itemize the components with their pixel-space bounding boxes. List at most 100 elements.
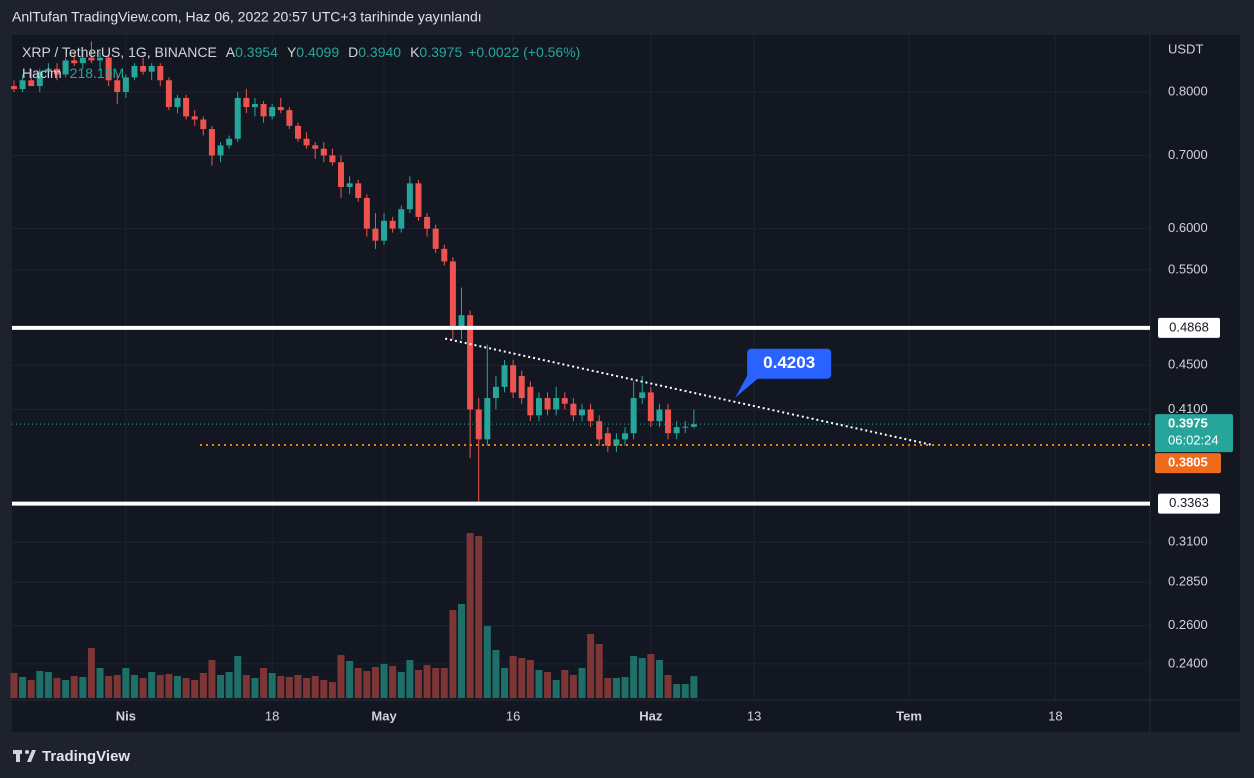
candle-body [312, 145, 319, 149]
volume-bar [173, 676, 181, 698]
candle-body [320, 148, 327, 156]
legend-item: XRP / TetherUS, 1G, BINANCE [22, 44, 217, 60]
volume-bar [234, 656, 242, 698]
candle-body [36, 71, 43, 87]
alert-price-label: 0.3805 [1168, 455, 1208, 470]
volume-bar [79, 677, 87, 698]
volume-bar [363, 671, 371, 698]
candle-body [389, 220, 396, 229]
candle-body [467, 315, 474, 410]
volume-bar [638, 658, 646, 698]
current-price-label: 0.3975 [1168, 416, 1208, 431]
candle-body [62, 60, 69, 75]
legend-item: 0.4099 [296, 44, 339, 60]
price-label-box [1158, 493, 1220, 514]
volume-bar [139, 678, 147, 698]
volume-bar [612, 678, 620, 698]
volume-bar [44, 672, 52, 698]
footer-brand: TradingView [42, 748, 130, 765]
candle-body [432, 228, 439, 249]
volume-bar [371, 667, 379, 698]
candle-body [183, 97, 190, 117]
volume-bar [492, 650, 500, 698]
x-tick-label: 18 [1048, 708, 1062, 723]
volume-bar [578, 668, 586, 698]
candle-body [88, 57, 95, 61]
y-tick-label: 0.4100 [1168, 401, 1208, 416]
volume-bar [475, 536, 483, 698]
volume-bar [466, 533, 474, 698]
y-tick-label: 0.2850 [1168, 574, 1208, 589]
candle-body [277, 107, 284, 111]
candle-body [97, 57, 104, 61]
candle-body [630, 398, 637, 434]
volume-bar [225, 672, 233, 698]
candle-body [604, 433, 611, 446]
volume-bar [199, 673, 207, 698]
volume-bar [518, 658, 526, 698]
volume-bar [595, 644, 603, 698]
candle-body [260, 104, 267, 117]
candle-body [234, 97, 241, 139]
volume-bar [569, 675, 577, 698]
legend-item: 0.3940 [358, 44, 401, 60]
candle-body [200, 119, 207, 130]
volume-bar [604, 678, 612, 698]
current-price-box [1155, 414, 1233, 453]
volume-bar [268, 673, 276, 698]
callout-label: 0.4203 [763, 353, 815, 372]
x-tick-label: 16 [506, 708, 520, 723]
candle-body [217, 145, 224, 156]
y-tick-label: 0.2600 [1168, 617, 1208, 632]
volume-bar [432, 668, 440, 698]
legend-item: Y [287, 44, 297, 60]
volume-bar [630, 656, 638, 698]
volume-bar [260, 668, 268, 698]
legend-item: 0.3975 [419, 44, 462, 60]
volume-bar [346, 661, 354, 698]
candle-body [381, 220, 388, 241]
legend-item: D [348, 44, 358, 60]
volume-bar [328, 682, 336, 698]
candle-body [363, 197, 370, 229]
candle-body [251, 104, 258, 108]
volume-bar [277, 676, 285, 698]
volume-bar [389, 666, 397, 698]
volume-bar [690, 676, 698, 698]
candle-body [510, 365, 517, 393]
volume-name: Hacim [22, 65, 62, 81]
legend-item: K [410, 44, 420, 60]
volume-bar [122, 668, 130, 698]
y-tick-label: 0.4500 [1168, 357, 1208, 372]
volume-bar [621, 677, 629, 698]
symbol-legend: XRP / TetherUS, 1G, BINANCE A0.3954 Y0.409… [22, 44, 580, 60]
volume-bar [483, 626, 491, 698]
callout-pointer [735, 375, 762, 398]
volume-bar [251, 678, 259, 698]
volume-bar [552, 680, 560, 698]
volume-bar [105, 676, 113, 698]
candle-body [208, 129, 215, 156]
candle-body [553, 398, 560, 410]
plot-background [12, 35, 1240, 732]
volume-bar [87, 648, 95, 698]
candle-body [639, 392, 646, 399]
volume-bar [10, 673, 18, 698]
legend-item: +0.0022 (+0.56%) [468, 44, 580, 60]
candle-body [449, 261, 456, 330]
volume-bar [191, 680, 199, 698]
candle-body [54, 68, 61, 75]
volume-bar [182, 678, 190, 698]
volume-bar [337, 655, 345, 698]
volume-bar [96, 668, 104, 698]
x-tick-label: 18 [265, 708, 279, 723]
x-tick-label: Haz [639, 708, 663, 723]
candle-body [441, 248, 448, 262]
volume-bar [655, 660, 663, 698]
candle-body [415, 183, 422, 217]
y-tick-label: 0.7000 [1168, 147, 1208, 162]
volume-bar [311, 676, 319, 698]
candle-body [527, 386, 534, 416]
candle-body [122, 77, 129, 92]
trend-line [444, 337, 933, 446]
